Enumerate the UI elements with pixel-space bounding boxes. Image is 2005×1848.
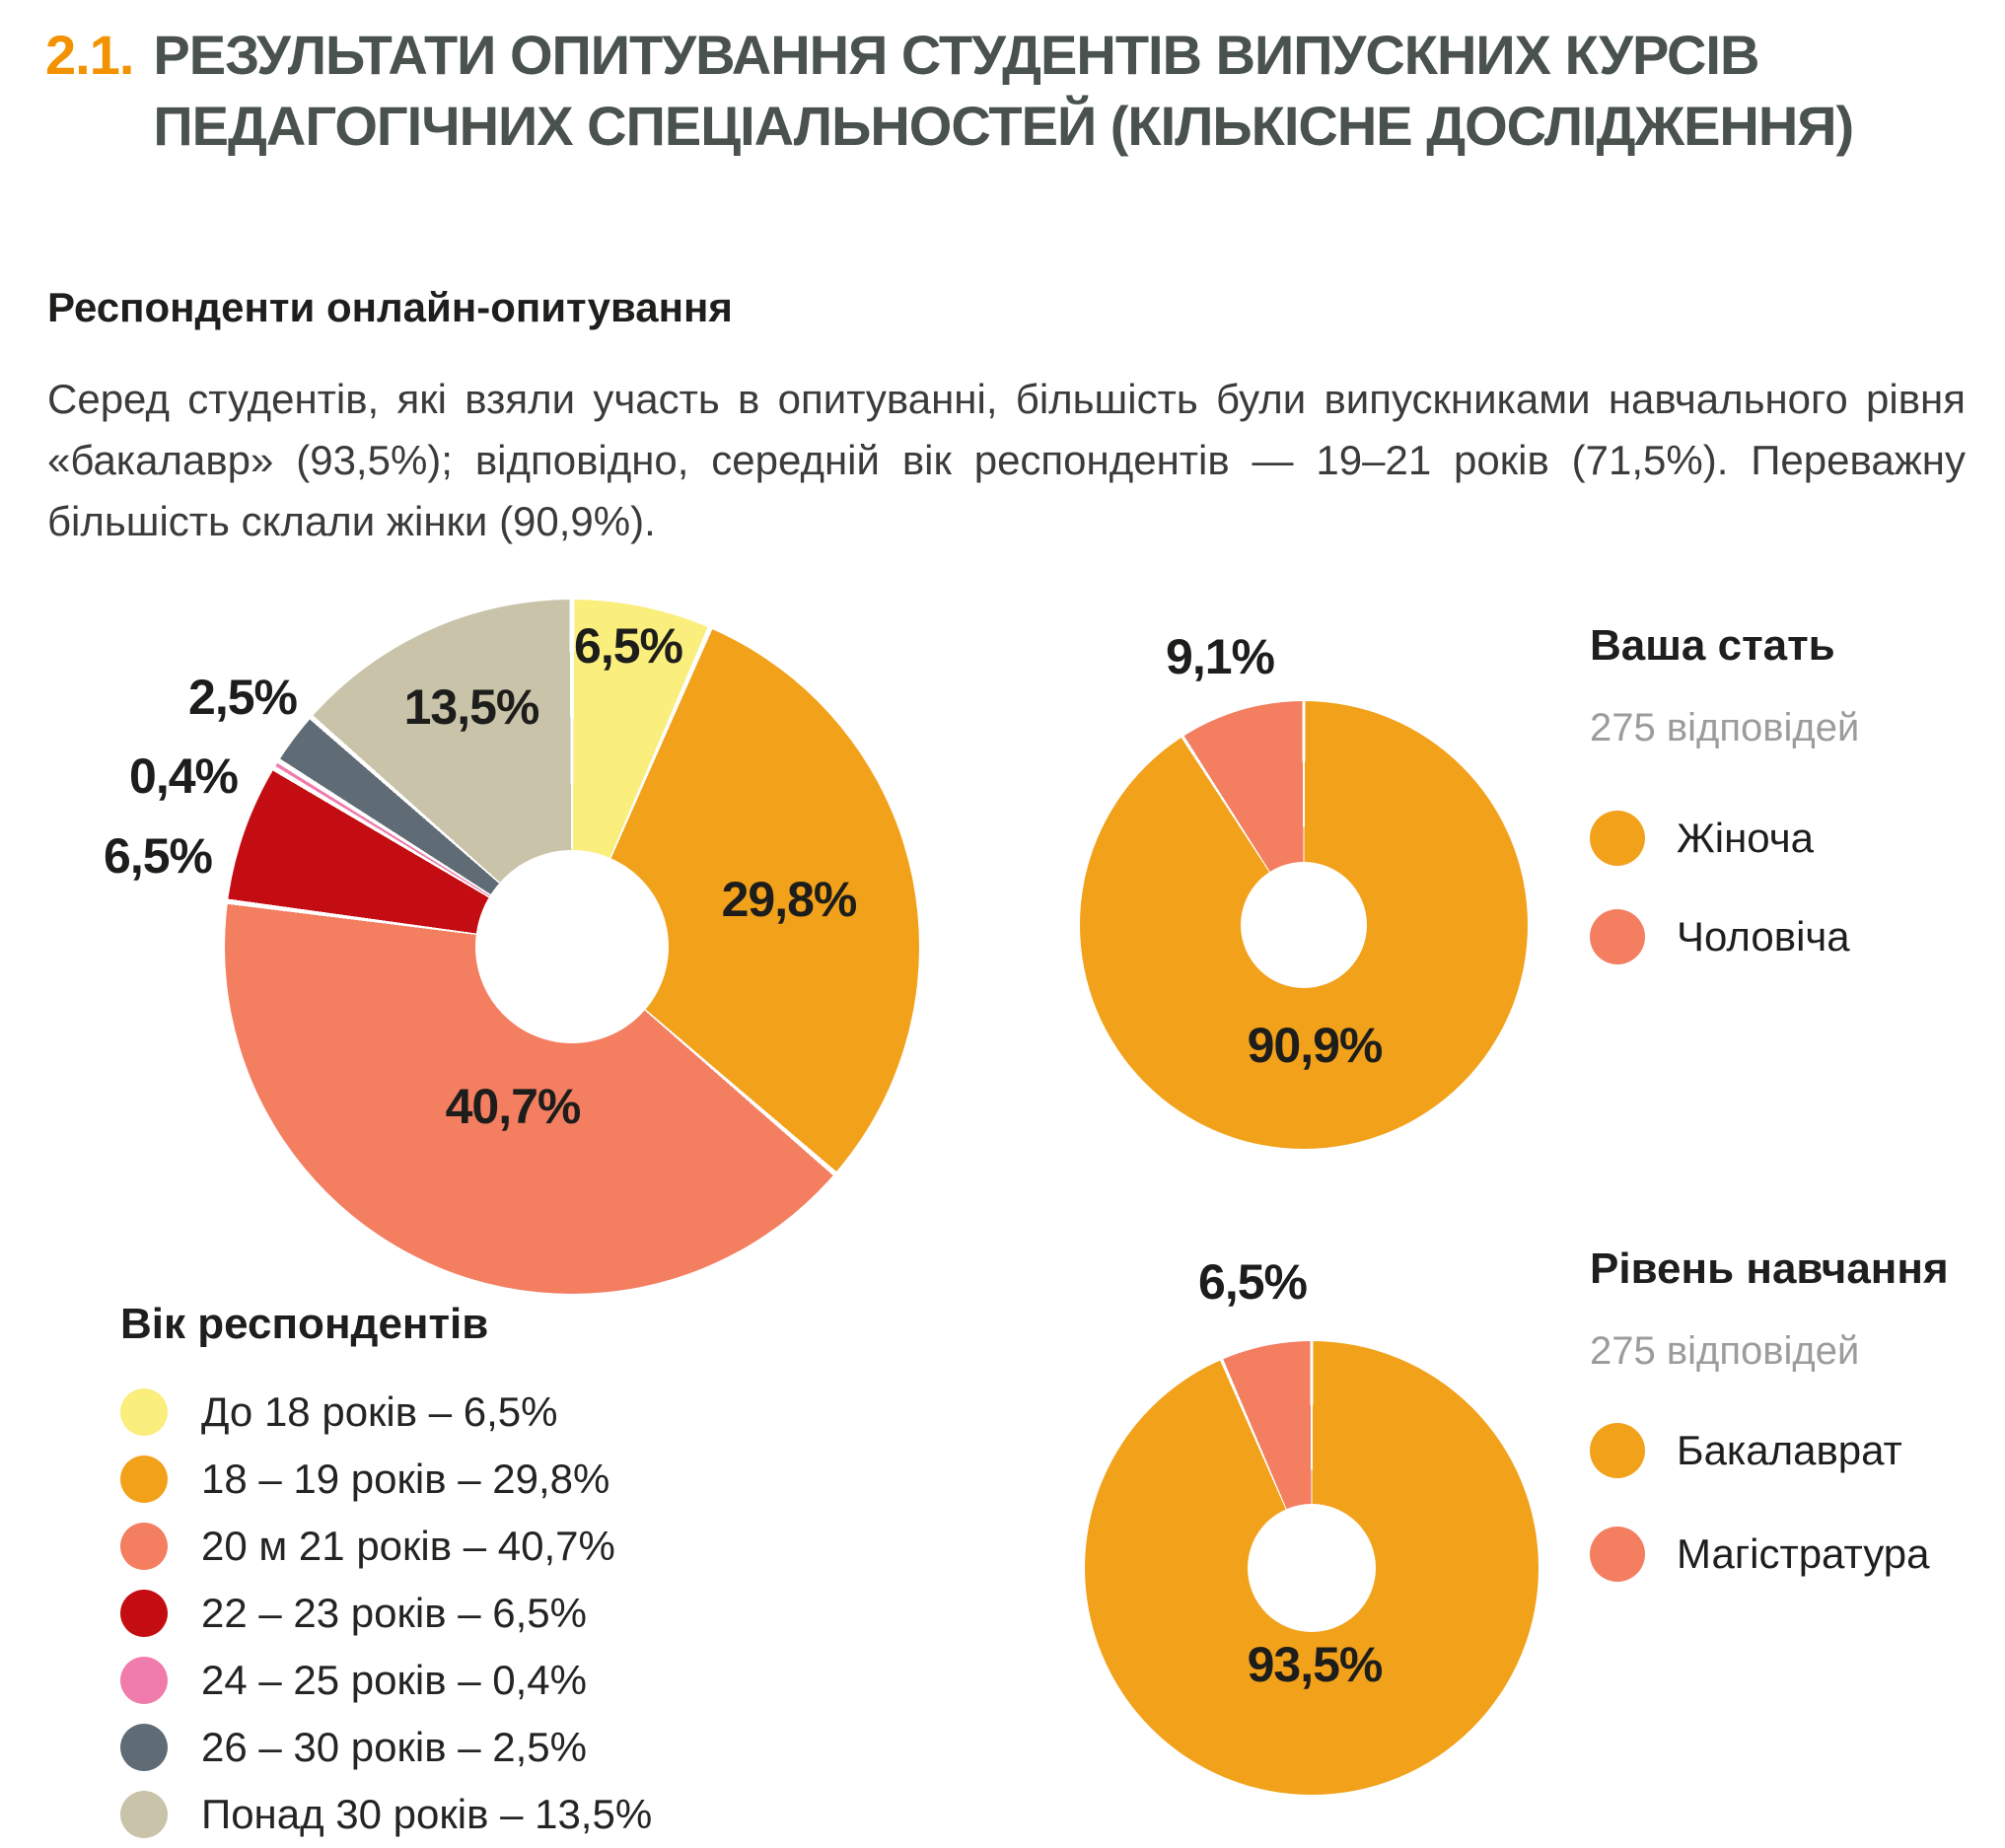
female-swatch — [1590, 811, 1645, 866]
gender-legend-item-female: Жіноча — [1590, 811, 1814, 866]
age-legend-item-26-30: 26 – 30 років – 2,5% — [120, 1714, 652, 1781]
age-swatch-22-23 — [120, 1590, 168, 1637]
age-slice-label-22-23: 6,5% — [104, 828, 213, 884]
gender-chart-responses: 275 відповідей — [1590, 706, 1860, 749]
age-legend-item-over30: Понад 30 років – 13,5% — [120, 1781, 652, 1848]
age-swatch-over30 — [120, 1791, 168, 1838]
female-label: Жіноча — [1677, 815, 1814, 861]
age-swatch-18-19 — [120, 1456, 168, 1503]
age-donut-hole — [475, 850, 669, 1043]
age-slice-label-20-21: 40,7% — [445, 1079, 582, 1134]
age-slice-label-24-25: 0,4% — [129, 748, 239, 804]
level-legend-item-bachelor: Бакалаврат — [1590, 1423, 1902, 1478]
gender-slice-label-male: 9,1% — [1166, 629, 1275, 684]
age-legend-title: Вік респондентів — [120, 1300, 489, 1348]
age-slice-label-18-19: 29,8% — [721, 872, 858, 927]
age-slice-label-26-30: 2,5% — [188, 670, 298, 725]
gender-donut-chart — [1080, 701, 1528, 1149]
age-legend-label: 18 – 19 років – 29,8% — [201, 1456, 610, 1502]
master-label: Магістратура — [1677, 1530, 1930, 1577]
age-legend-label: 22 – 23 років – 6,5% — [201, 1590, 587, 1636]
age-legend-label: 26 – 30 років – 2,5% — [201, 1724, 587, 1770]
age-legend-item-22-23: 22 – 23 років – 6,5% — [120, 1580, 652, 1647]
age-legend: До 18 років – 6,5% 18 – 19 років – 29,8%… — [120, 1379, 652, 1848]
age-slice-label-over30: 13,5% — [403, 679, 540, 735]
age-legend-label: До 18 років – 6,5% — [201, 1388, 558, 1435]
level-chart-responses: 275 відповідей — [1590, 1329, 1860, 1373]
page-title: РЕЗУЛЬТАТИ ОПИТУВАННЯ СТУДЕНТІВ ВИПУСКНИ… — [153, 20, 1854, 162]
age-legend-label: 20 м 21 років – 40,7% — [201, 1523, 615, 1569]
age-slice-label-under18: 6,5% — [574, 618, 683, 674]
male-swatch — [1590, 909, 1645, 964]
age-swatch-under18 — [120, 1388, 168, 1436]
level-legend-item-master: Магістратура — [1590, 1527, 1929, 1582]
bachelor-label: Бакалаврат — [1677, 1427, 1902, 1473]
level-donut-hole — [1248, 1504, 1376, 1632]
gender-donut-hole — [1241, 862, 1367, 988]
age-legend-label: 24 – 25 років – 0,4% — [201, 1657, 587, 1703]
age-donut-chart — [225, 600, 919, 1294]
level-chart-title: Рівень навчання — [1590, 1244, 1949, 1293]
gender-slice-label-female: 90,9% — [1247, 1018, 1384, 1073]
age-legend-item-under18: До 18 років – 6,5% — [120, 1379, 652, 1446]
bachelor-swatch — [1590, 1423, 1645, 1478]
age-legend-item-18-19: 18 – 19 років – 29,8% — [120, 1446, 652, 1513]
level-donut-chart — [1085, 1341, 1539, 1795]
age-legend-item-24-25: 24 – 25 років – 0,4% — [120, 1647, 652, 1714]
male-label: Чоловіча — [1677, 913, 1850, 960]
intro-paragraph: Серед студентів, які взяли участь в опит… — [47, 376, 1966, 544]
age-swatch-20-21 — [120, 1523, 168, 1570]
age-swatch-24-25 — [120, 1657, 168, 1704]
section-header: 2.1. РЕЗУЛЬТАТИ ОПИТУВАННЯ СТУДЕНТІВ ВИП… — [45, 20, 1854, 162]
subsection-title: Респонденти онлайн-опитування — [47, 284, 733, 330]
gender-legend-item-male: Чоловіча — [1590, 909, 1850, 964]
level-slice-label-master: 6,5% — [1198, 1254, 1308, 1310]
master-swatch — [1590, 1527, 1645, 1582]
title-line-2: ПЕДАГОГІЧНИХ СПЕЦІАЛЬНОСТЕЙ (КІЛЬКІСНЕ Д… — [153, 95, 1854, 157]
gender-chart-title: Ваша стать — [1590, 621, 1835, 670]
age-legend-label: Понад 30 років – 13,5% — [201, 1791, 653, 1837]
level-slice-label-bachelor: 93,5% — [1247, 1637, 1384, 1692]
section-number: 2.1. — [45, 24, 134, 86]
title-line-1: РЕЗУЛЬТАТИ ОПИТУВАННЯ СТУДЕНТІВ ВИПУСКНИ… — [153, 24, 1759, 86]
age-legend-item-20-21: 20 м 21 років – 40,7% — [120, 1513, 652, 1580]
age-swatch-26-30 — [120, 1724, 168, 1771]
